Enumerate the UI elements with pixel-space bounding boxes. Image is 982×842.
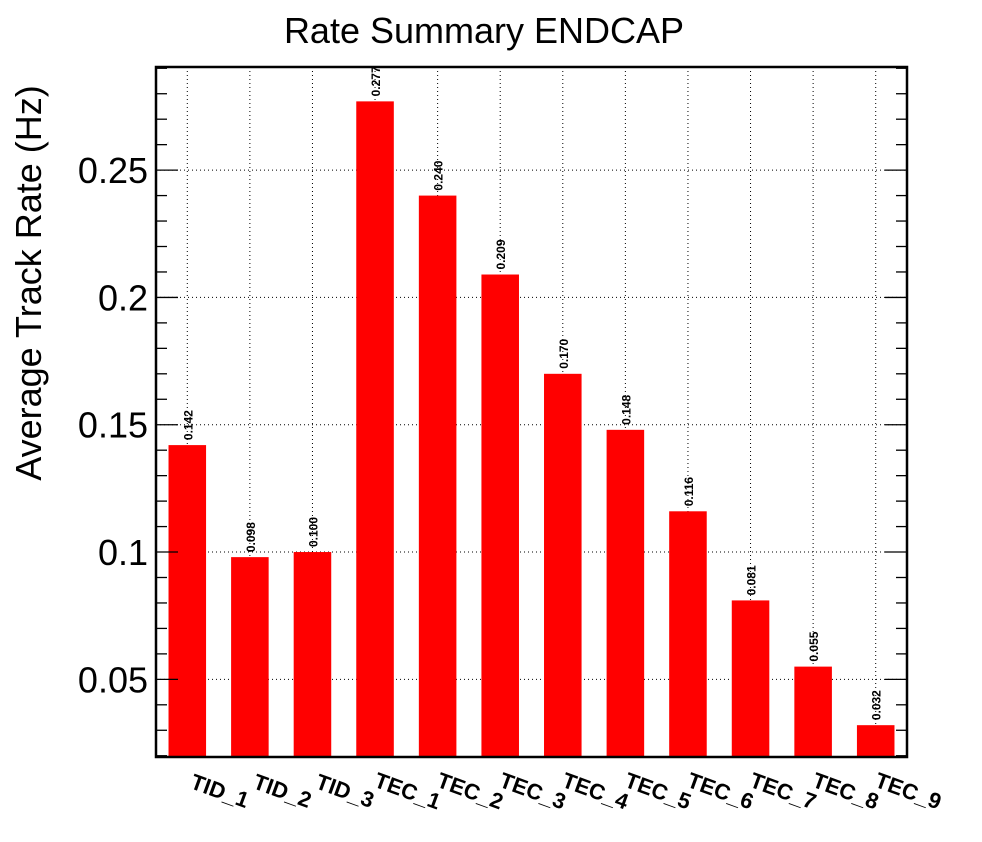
- data-label: 0.055: [807, 631, 821, 661]
- data-labels: 0.142 0.098 0.100 0.277 0.240 0.209 0.170 0.148…: [181, 66, 883, 720]
- x-tick-label: TEC_8: [809, 767, 882, 814]
- data-label: 0.032: [870, 690, 884, 720]
- bar-tid-1: [168, 445, 207, 757]
- ticks-layer: [156, 67, 907, 757]
- bar-tid-2: [231, 557, 269, 757]
- data-label: 0.170: [557, 338, 571, 368]
- bar-tec-3: [481, 274, 519, 757]
- y-tick-label: 0.1: [98, 532, 148, 573]
- x-tick-label: TEC_4: [559, 767, 633, 814]
- data-label: 0.098: [244, 522, 258, 552]
- data-label: 0.209: [494, 239, 508, 269]
- data-label: 0.100: [306, 517, 320, 547]
- bar-tec-8: [794, 666, 832, 757]
- chart-title: Rate Summary ENDCAP: [284, 10, 684, 51]
- y-tick-label: 0.25: [78, 150, 148, 191]
- x-tick-label: TID_3: [313, 769, 378, 813]
- bar-tec-2: [418, 195, 457, 757]
- x-tick-label: TEC_3: [496, 767, 569, 814]
- y-tick-label: 0.15: [78, 405, 148, 446]
- data-label: 0.116: [682, 477, 696, 507]
- x-tick-label: TEC_9: [872, 767, 945, 814]
- x-tick-label: TEC_2: [434, 767, 507, 814]
- y-tick-labels: 0.05 0.1 0.15 0.2 0.25: [78, 150, 148, 700]
- x-tick-label: TID_1: [187, 769, 252, 813]
- bar-tec-7: [731, 600, 770, 757]
- x-tick-label: TEC_6: [684, 767, 757, 814]
- bar-tec-5: [606, 429, 645, 757]
- x-tick-labels: TID_1TID_2TID_3TEC_1TEC_2TEC_3TEC_4TEC_5…: [187, 767, 944, 814]
- y-tick-label: 0.2: [98, 277, 148, 318]
- data-label: 0.277: [369, 66, 383, 96]
- data-label: 0.240: [432, 160, 446, 190]
- data-label: 0.142: [181, 410, 195, 440]
- bar-tid-3: [293, 552, 332, 757]
- bars-layer: [168, 101, 895, 758]
- x-tick-label: TEC_5: [621, 767, 694, 814]
- x-tick-label: TID_2: [250, 769, 315, 813]
- y-tick-label: 0.05: [78, 659, 148, 700]
- y-axis-label: Average Track Rate (Hz): [8, 85, 49, 480]
- x-tick-label: TEC_7: [747, 767, 820, 814]
- bar-tec-9: [856, 725, 895, 757]
- plot-frame: [154, 65, 909, 759]
- bar-tec-6: [669, 511, 707, 757]
- data-label: 0.081: [745, 565, 759, 595]
- x-tick-label: TEC_1: [371, 767, 444, 814]
- bar-tec-1: [356, 101, 394, 758]
- bar-tec-4: [544, 373, 582, 757]
- data-label: 0.148: [619, 394, 633, 424]
